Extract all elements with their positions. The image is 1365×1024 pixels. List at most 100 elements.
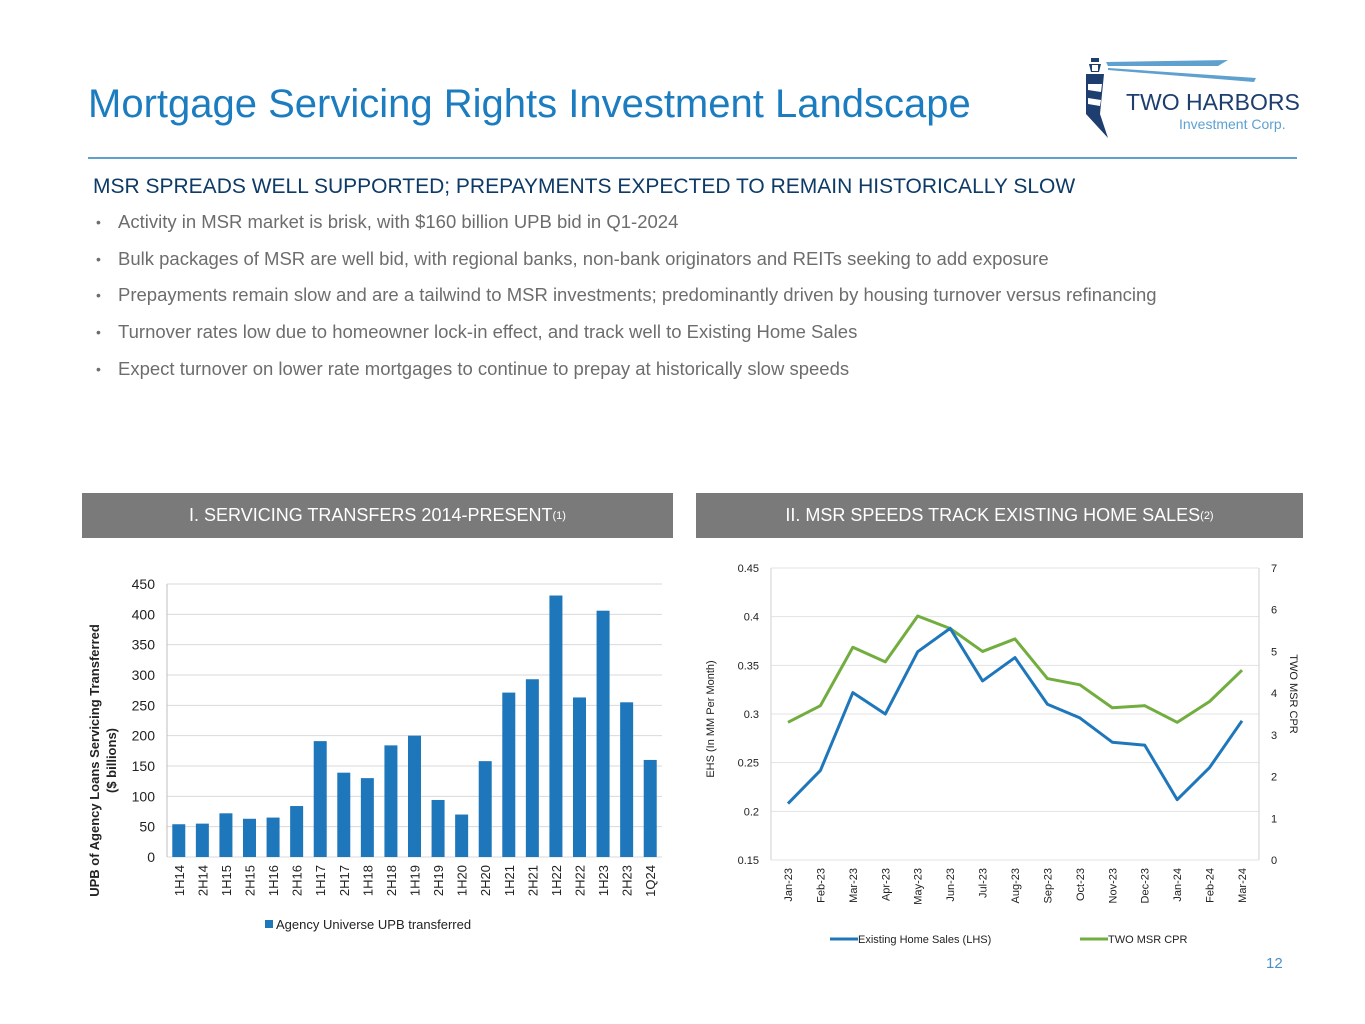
series-line-two-msr-cpr	[787, 614, 1244, 724]
x-tick-label: 2H19	[431, 865, 446, 896]
x-tick-label: Apr-23	[880, 868, 892, 901]
x-tick-label: 1H22	[549, 865, 564, 896]
y-tick-label: 400	[132, 606, 156, 622]
y-left-tick-label: 0.25	[738, 758, 759, 770]
y-left-tick-label: 0.45	[738, 563, 759, 575]
logo-name: TWO HARBORS	[1126, 89, 1300, 115]
x-tick-label: Mar-23	[848, 868, 860, 903]
bullet-text: Expect turnover on lower rate mortgages …	[118, 357, 850, 379]
bullet-dot-icon: •	[96, 287, 101, 304]
servicing-transfers-bar-chart: 0 50 100 150 200 250 300 350 400 450 1H14 2H14 1H15 2…	[87, 576, 662, 932]
x-tick-label: Jan-24	[1172, 868, 1184, 902]
y-right-tick-label: 0	[1271, 855, 1277, 867]
bar	[502, 692, 516, 857]
x-tick-label: 2H23	[620, 865, 635, 896]
legend-label-cpr: TWO MSR CPR	[1108, 934, 1187, 946]
panel-title: II. MSR SPEEDS TRACK EXISTING HOME SALES	[785, 505, 1201, 525]
y-tick-label: 250	[132, 697, 156, 713]
y-left-tick-label: 0.2	[744, 806, 759, 818]
y-tick-label: 450	[132, 576, 156, 592]
y-axis-title-line: UPB of Agency Loans Servicing Transferre…	[87, 624, 102, 897]
bar	[455, 814, 469, 857]
x-tick-label: 1H15	[219, 865, 234, 896]
x-tick-label: 1H18	[360, 865, 375, 896]
section-subheading: MSR SPREADS WELL SUPPORTED; PREPAYMENTS …	[93, 175, 1076, 198]
y-tick-label: 100	[132, 788, 156, 804]
x-tick-label: 1H19	[408, 865, 423, 896]
y-tick-label: 0	[147, 849, 155, 865]
y-right-tick-label: 4	[1271, 688, 1277, 700]
bar	[243, 818, 256, 857]
x-tick-label: Jan-23	[783, 868, 795, 902]
x-tick-label: 1H14	[172, 865, 187, 896]
bar	[573, 697, 586, 857]
x-tick-label: Oct-23	[1075, 868, 1087, 901]
x-tick-label: Nov-23	[1107, 868, 1119, 903]
y-right-tick-label: 7	[1271, 563, 1277, 575]
x-tick-label: 1H16	[266, 865, 281, 896]
legend-label: Agency Universe UPB transferred	[276, 917, 471, 932]
y-axis-title: UPB of Agency Loans Servicing Transferre…	[87, 624, 119, 897]
x-tick-label: Sep-23	[1042, 868, 1054, 903]
y-left-tick-label: 0.3	[744, 709, 759, 721]
bar	[478, 761, 492, 857]
bar	[172, 824, 186, 857]
legend-label-ehs: Existing Home Sales (LHS)	[858, 934, 991, 946]
bullet-item: • Activity in MSR market is brisk, with $…	[96, 210, 1157, 247]
y-right-axis-title: TWO MSR CPR	[1287, 654, 1299, 733]
bar	[620, 702, 634, 857]
x-tick-label: Feb-24	[1205, 868, 1217, 903]
bullet-list: • Activity in MSR market is brisk, with $…	[96, 210, 1157, 393]
logo-subtitle: Investment Corp.	[1179, 116, 1286, 132]
x-tick-label: Feb-23	[815, 868, 827, 903]
bar	[408, 735, 421, 857]
footnote-marker: (1)	[552, 509, 566, 522]
bullet-dot-icon: •	[96, 360, 101, 377]
bullet-dot-icon: •	[96, 324, 101, 341]
y-right-tick-label: 2	[1271, 772, 1277, 784]
bar	[384, 745, 398, 857]
x-tick-label: 2H22	[573, 865, 588, 896]
two-harbors-logo: TWO HARBORS Investment Corp.	[1086, 58, 1300, 138]
y-left-tick-label: 0.15	[738, 855, 759, 867]
panel-header-msr-speeds: II. MSR SPEEDS TRACK EXISTING HOME SALES…	[696, 493, 1303, 538]
x-tick-label: 2H21	[525, 865, 540, 896]
bar	[337, 772, 351, 857]
lighthouse-icon	[1086, 58, 1256, 138]
bar	[219, 813, 233, 857]
y-tick-label: 300	[132, 667, 156, 683]
y-left-tick-label: 0.35	[738, 660, 759, 672]
bar	[360, 778, 374, 857]
x-tick-label: 1H17	[313, 865, 328, 896]
y-right-tick-label: 5	[1271, 646, 1277, 658]
y-tick-label: 200	[132, 728, 156, 744]
x-tick-label: Jul-23	[978, 868, 990, 898]
page-number: 12	[1266, 955, 1283, 972]
bar	[431, 799, 445, 857]
title-divider	[88, 157, 1297, 159]
footnote-marker: (2)	[1200, 509, 1214, 522]
y-tick-label: 150	[132, 758, 156, 774]
x-tick-label: Mar-24	[1237, 868, 1249, 903]
bar	[266, 817, 280, 857]
bullet-text: Activity in MSR market is brisk, with $1…	[118, 211, 679, 232]
bullet-item: • Expect turnover on lower rate mortgages…	[96, 357, 1157, 394]
x-tick-label: 2H18	[384, 865, 399, 896]
bar	[643, 759, 657, 857]
x-tick-label: 2H17	[337, 865, 352, 896]
y-right-tick-label: 6	[1271, 605, 1277, 617]
x-tick-label: 1H21	[502, 865, 517, 896]
x-tick-label: 1H23	[596, 865, 611, 896]
panel-header-servicing-transfers: I. SERVICING TRANSFERS 2014-PRESENT (1)	[82, 493, 673, 538]
bar	[596, 610, 610, 857]
x-tick-label: 2H14	[195, 865, 210, 896]
y-right-tick-label: 3	[1271, 730, 1277, 742]
y-left-tick-label: 0.4	[744, 612, 759, 624]
x-tick-label: 2H15	[243, 865, 258, 896]
bullet-item: • Prepayments remain slow and are a tailw…	[96, 283, 1157, 320]
bullet-item: • Turnover rates low due to homeowner loc…	[96, 320, 1157, 357]
bullet-item: • Bulk packages of MSR are well bid, with…	[96, 247, 1157, 284]
y-axis-title-line: ($ billions)	[104, 728, 119, 793]
bullet-text: Prepayments remain slow and are a tailwi…	[118, 284, 1157, 306]
x-tick-label: 2H20	[478, 865, 493, 896]
